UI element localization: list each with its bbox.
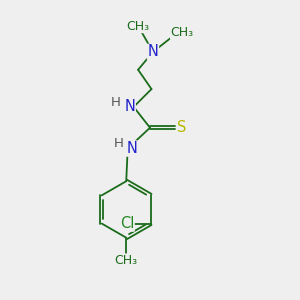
Text: CH₃: CH₃ bbox=[115, 254, 138, 267]
Text: N: N bbox=[124, 99, 135, 114]
Text: S: S bbox=[177, 120, 187, 135]
Text: N: N bbox=[148, 44, 158, 59]
Text: CH₃: CH₃ bbox=[170, 26, 194, 39]
Text: Cl: Cl bbox=[120, 216, 134, 231]
Text: N: N bbox=[126, 141, 137, 156]
Text: H: H bbox=[114, 137, 124, 150]
Text: H: H bbox=[111, 96, 121, 109]
Text: CH₃: CH₃ bbox=[126, 20, 149, 33]
